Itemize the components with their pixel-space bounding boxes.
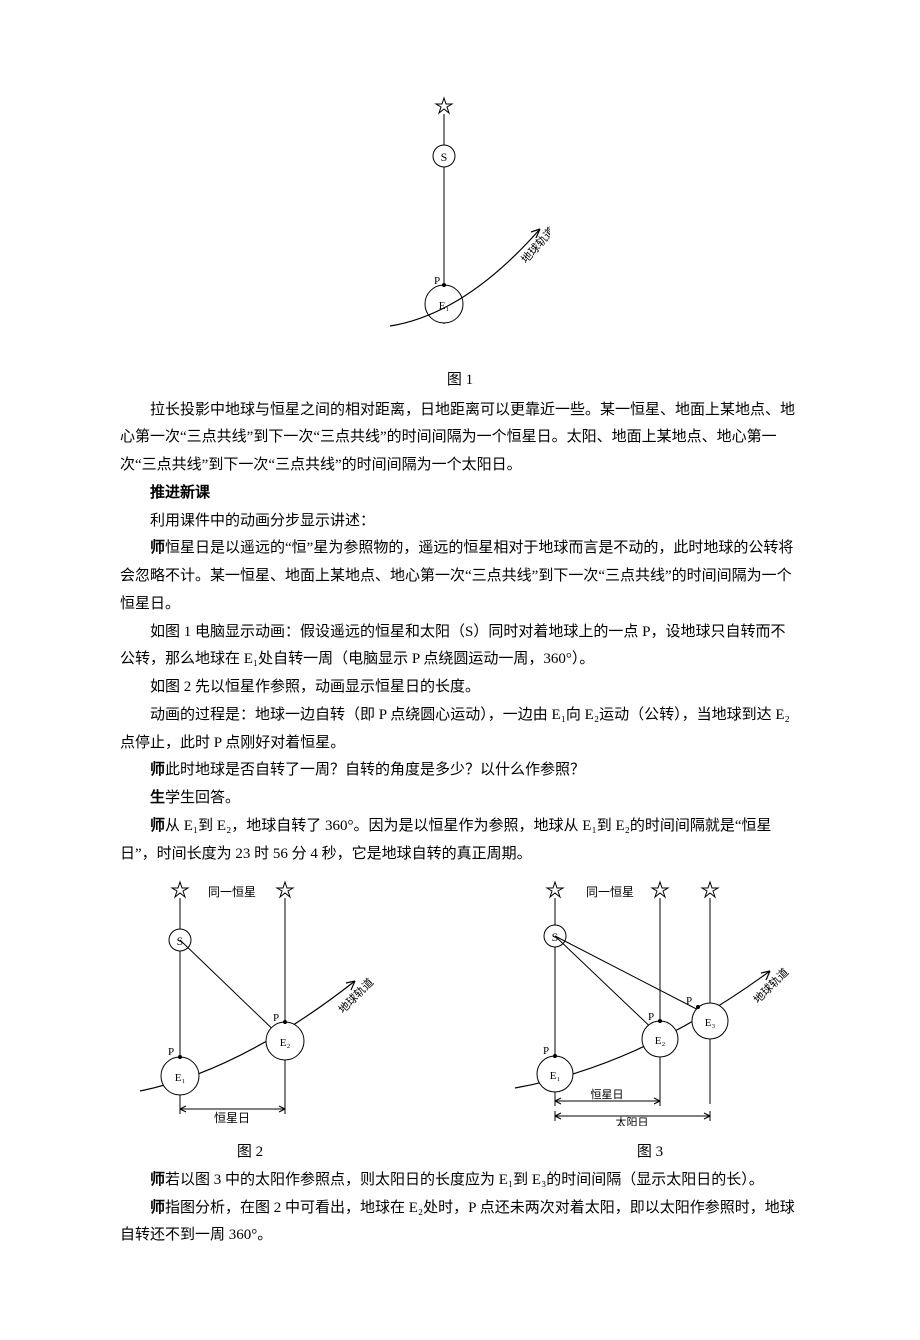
svg-text:S: S [441,150,448,164]
paragraph-10: 师若以图 3 中的太阳作参照点，则太阳日的长度应为 E₁到 E₃的时间间隔（显示… [120,1167,800,1195]
svg-text:P: P [648,1011,654,1023]
heading-push-new: 推进新课 [120,480,800,508]
svg-text:P: P [168,1046,174,1058]
paragraph-11-text: 指图分析，在图 2 中可看出，地球在 E₂处时，P 点还未两次对着太阳，即以太阳… [120,1200,795,1244]
figure-3-svg: 同一恒星 S 地球轨道 E₁ P [500,876,800,1126]
svg-text:E₂: E₂ [655,1035,666,1047]
figure-3-caption: 图 3 [500,1139,800,1167]
paragraph-5: 如图 2 先以恒星作参照，动画显示恒星日的长度。 [120,674,800,702]
paragraph-3-text: 恒星日是以遥远的“恒”星为参照物的，遥远的恒星相对于地球而言是不动的，此时地球的… [120,540,793,612]
paragraph-1: 拉长投影中地球与恒星之间的相对距离，日地距离可以更靠近一些。某一恒星、地面上某地… [120,397,800,480]
svg-text:P: P [273,1012,279,1024]
figure-2-svg: 同一恒星 S 地球轨道 E₁ P E₂ [120,876,380,1126]
teacher-label: 师 [150,762,165,778]
svg-text:P: P [543,1045,549,1057]
paragraph-9-text: 从 E₁到 E₂，地球自转了 360°。因为是以恒星作为参照，地球从 E₁到 E… [120,818,772,862]
figure-2: 同一恒星 S 地球轨道 E₁ P E₂ [120,876,380,1167]
paragraph-9: 师从 E₁到 E₂，地球自转了 360°。因为是以恒星作为参照，地球从 E₁到 … [120,813,800,869]
figure-2-caption: 图 2 [120,1139,380,1167]
document-page: S E₁ P 地球轨道 图 1 拉长投影中地球与恒星之间的相对距离，日地距离可以… [0,0,920,1340]
svg-text:S: S [177,934,184,948]
paragraph-3: 师恒星日是以遥远的“恒”星为参照物的，遥远的恒星相对于地球而言是不动的，此时地球… [120,535,800,618]
figure-1-svg: S E₁ P 地球轨道 [370,94,550,354]
paragraph-7-text: 此时地球是否自转了一周？自转的角度是多少？以什么作参照？ [165,762,585,778]
figure-1-caption: 图 1 [120,367,800,395]
svg-text:太阳日: 太阳日 [616,1116,649,1126]
fig2-top-label: 同一恒星 [208,885,256,899]
paragraph-8-text: 学生回答。 [165,790,240,806]
svg-text:恒星日: 恒星日 [591,1088,624,1101]
paragraph-10-text: 若以图 3 中的太阳作参照点，则太阳日的长度应为 E₁到 E₃的时间间隔（显示太… [165,1172,764,1188]
figure-row: 同一恒星 S 地球轨道 E₁ P E₂ [120,876,800,1167]
paragraph-8: 生学生回答。 [120,785,800,813]
teacher-label: 师 [150,1172,165,1188]
heading-push-new-text: 推进新课 [150,485,210,501]
paragraph-4: 如图 1 电脑显示动画：假设遥远的恒星和太阳（S）同时对着地球上的一点 P，设地… [120,619,800,675]
svg-text:P: P [686,995,692,1007]
teacher-label: 师 [150,1200,165,1216]
svg-text:E₁: E₁ [550,1070,561,1082]
figure-3: 同一恒星 S 地球轨道 E₁ P [500,876,800,1167]
teacher-label: 师 [150,540,165,556]
svg-text:同一恒星: 同一恒星 [586,885,634,899]
svg-text:E₁: E₁ [175,1072,186,1084]
svg-text:E₂: E₂ [280,1037,291,1049]
svg-text:恒星日: 恒星日 [214,1111,250,1125]
paragraph-6: 动画的过程是：地球一边自转（即 P 点绕圆心运动），一边由 E₁向 E₂运动（公… [120,702,800,758]
paragraph-11: 师指图分析，在图 2 中可看出，地球在 E₂处时，P 点还未两次对着太阳，即以太… [120,1195,800,1251]
figure-1: S E₁ P 地球轨道 图 1 [120,94,800,395]
teacher-label: 师 [150,818,165,834]
svg-text:P: P [434,275,440,287]
svg-text:E₃: E₃ [705,1017,716,1029]
student-label: 生 [150,790,165,806]
paragraph-7: 师此时地球是否自转了一周？自转的角度是多少？以什么作参照？ [120,757,800,785]
paragraph-2: 利用课件中的动画分步显示讲述： [120,508,800,536]
